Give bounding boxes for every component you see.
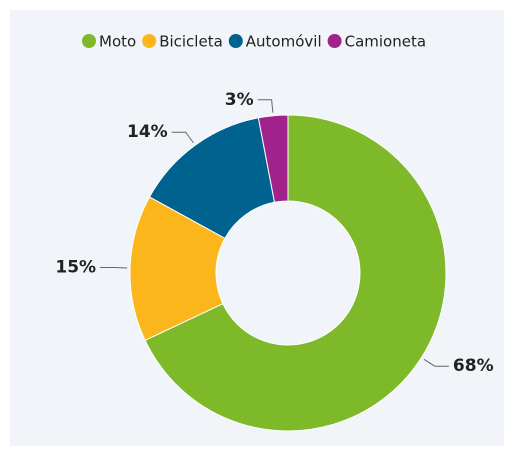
legend-label: Automóvil (246, 33, 322, 51)
legend-label: Camioneta (345, 33, 426, 51)
legend-marker (228, 34, 243, 48)
data-label: 3% (225, 90, 254, 110)
donut-slice (144, 114, 447, 432)
donut-slice (129, 196, 226, 341)
data-label: 14% (127, 122, 168, 142)
legend-label: Moto (99, 33, 136, 51)
data-label: 15% (55, 258, 96, 278)
legend-marker (142, 34, 157, 48)
leader-line (423, 358, 449, 367)
leader-line (171, 131, 194, 144)
data-label: 68% (453, 356, 494, 376)
donut-slice (257, 114, 289, 203)
donut-slice (148, 117, 276, 239)
leader-line (257, 99, 274, 113)
legend-marker (82, 34, 96, 48)
legend-marker (327, 34, 342, 48)
legend-label: Bicicleta (159, 33, 223, 51)
